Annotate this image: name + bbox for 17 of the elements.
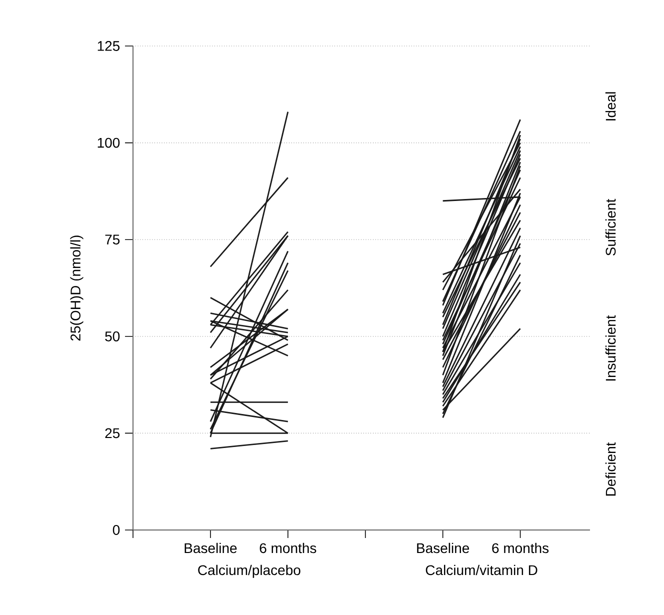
y-tick-label: 25 [105, 428, 120, 438]
y-tick-label: 50 [105, 331, 120, 342]
x-tick-label: Baseline [417, 542, 470, 554]
y-tick-label: 100 [98, 138, 120, 148]
text: Calcium/vitamin D [426, 564, 538, 576]
y-tick-label: 75 [105, 234, 120, 244]
x-tick-label: 6 months [492, 542, 549, 554]
text: Calcium/placebo [198, 564, 300, 578]
y-tick-label: 125 [98, 41, 120, 51]
x-tick-label: Baseline [184, 542, 237, 554]
text: Deficient [605, 442, 616, 496]
x-tick-label: 6 months [260, 542, 316, 554]
text: Ideal [605, 92, 616, 120]
text: Sufficient [605, 198, 616, 256]
y-tick-label: 0 [112, 525, 120, 535]
text: Insufficient [605, 315, 616, 381]
y-axis-title: 25(OH)D (nmol/l) [70, 236, 84, 341]
